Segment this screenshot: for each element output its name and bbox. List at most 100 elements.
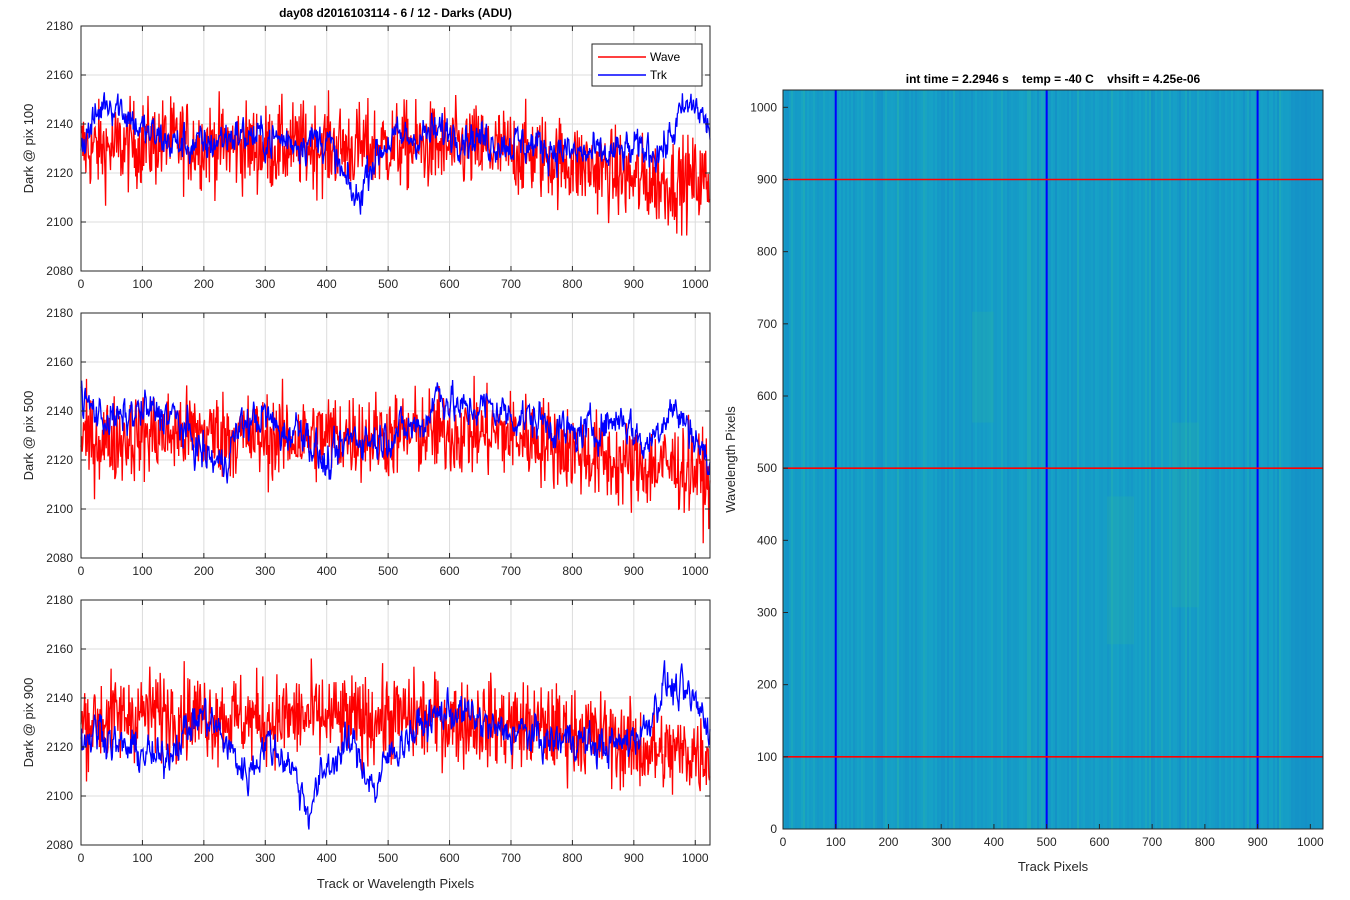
heatmap-column bbox=[1251, 90, 1253, 829]
heatmap-column bbox=[1043, 90, 1045, 829]
heatmap-column bbox=[1071, 90, 1073, 829]
heatmap-column bbox=[1081, 90, 1083, 829]
heatmap-column bbox=[1269, 90, 1271, 829]
heatmap-column bbox=[1097, 90, 1099, 829]
heatmap-column bbox=[791, 90, 793, 829]
heatmap-column bbox=[819, 90, 821, 829]
heatmap-column bbox=[821, 90, 823, 829]
heatmap-column bbox=[1009, 90, 1011, 829]
heatmap-column bbox=[981, 90, 983, 829]
heatmap-column bbox=[789, 90, 791, 829]
heatmap-column bbox=[1307, 90, 1309, 829]
heatmap-column bbox=[1117, 90, 1119, 829]
heatmap-column bbox=[1005, 90, 1007, 829]
heatmap-column bbox=[923, 90, 925, 829]
heatmap-column bbox=[1315, 90, 1317, 829]
y-tick-label: 700 bbox=[757, 317, 777, 331]
x-tick-label: 500 bbox=[378, 277, 398, 291]
heatmap-column bbox=[1079, 90, 1081, 829]
heatmap-column bbox=[1225, 90, 1227, 829]
heatmap-column bbox=[943, 90, 945, 829]
y-tick-label: 2080 bbox=[46, 838, 73, 852]
heatmap-column bbox=[831, 90, 833, 829]
heatmap-column bbox=[1137, 90, 1139, 829]
y-tick-label: 900 bbox=[757, 172, 777, 186]
heatmap-column bbox=[1221, 90, 1223, 829]
x-tick-label: 400 bbox=[984, 835, 1004, 849]
chart-title: day08 d2016103114 - 6 / 12 - Darks (ADU) bbox=[279, 6, 512, 20]
heatmap-column bbox=[1247, 90, 1249, 829]
heatmap-column bbox=[959, 90, 961, 829]
heatmap-column bbox=[1197, 90, 1199, 829]
heatmap-column bbox=[957, 90, 959, 829]
heatmap-column bbox=[1189, 90, 1191, 829]
heatmap-column bbox=[991, 90, 993, 829]
heatmap-column bbox=[861, 90, 863, 829]
heatmap-column bbox=[903, 90, 905, 829]
x-tick-label: 1000 bbox=[1297, 835, 1324, 849]
heatmap-column bbox=[1055, 90, 1057, 829]
heatmap-column bbox=[1003, 90, 1005, 829]
heatmap-column bbox=[799, 90, 801, 829]
heatmap-column bbox=[815, 90, 817, 829]
heatmap-column bbox=[817, 90, 819, 829]
x-tick-label: 600 bbox=[440, 564, 460, 578]
heatmap-column bbox=[1289, 90, 1291, 829]
heatmap-column bbox=[885, 90, 887, 829]
heatmap-column bbox=[855, 90, 857, 829]
heatmap-column bbox=[931, 90, 933, 829]
heatmap-column bbox=[1057, 90, 1059, 829]
heatmap-column bbox=[833, 90, 835, 829]
x-tick-label: 400 bbox=[317, 564, 337, 578]
heatmap-column bbox=[1093, 90, 1095, 829]
heatmap-column bbox=[845, 90, 847, 829]
heatmap-column bbox=[1033, 90, 1035, 829]
y-tick-label: 2180 bbox=[46, 593, 73, 607]
heatmap-column bbox=[1185, 90, 1187, 829]
heatmap-column bbox=[1113, 90, 1115, 829]
x-tick-label: 700 bbox=[501, 564, 521, 578]
x-tick-label: 900 bbox=[1248, 835, 1268, 849]
heatmap-column bbox=[1089, 90, 1091, 829]
heatmap-column bbox=[1235, 90, 1237, 829]
heatmap-column bbox=[887, 90, 889, 829]
heatmap-column bbox=[1091, 90, 1093, 829]
heatmap-column bbox=[1233, 90, 1235, 829]
line-plot-pix-100: 0 100 200 300 400 500 600 700 800 900 1000 2080 2100… bbox=[21, 6, 711, 291]
heatmap-column bbox=[1215, 90, 1217, 829]
heatmap-column bbox=[1075, 90, 1077, 829]
heatmap-column bbox=[935, 90, 937, 829]
x-tick-label: 1000 bbox=[682, 277, 709, 291]
heatmap-column bbox=[1095, 90, 1097, 829]
heatmap-column bbox=[967, 90, 969, 829]
heatmap-column bbox=[925, 90, 927, 829]
heatmap-column bbox=[1067, 90, 1069, 829]
heatmap-column bbox=[1207, 90, 1209, 829]
heatmap-column bbox=[1213, 90, 1215, 829]
heatmap-column bbox=[1047, 90, 1049, 829]
heatmap-column bbox=[787, 90, 789, 829]
heatmap-column bbox=[873, 90, 875, 829]
heatmap-column bbox=[1231, 90, 1233, 829]
heatmap-column bbox=[1273, 90, 1275, 829]
heatmap-column bbox=[877, 90, 879, 829]
heatmap-column bbox=[859, 90, 861, 829]
heatmap-column bbox=[973, 90, 975, 829]
heatmap-column bbox=[949, 90, 951, 829]
heatmap-column bbox=[1173, 90, 1175, 829]
heatmap-column bbox=[955, 90, 957, 829]
heatmap-column bbox=[879, 90, 881, 829]
heatmap-column bbox=[969, 90, 971, 829]
axes-box bbox=[80, 599, 711, 846]
heatmap-column bbox=[1051, 90, 1053, 829]
heatmap-column bbox=[1241, 90, 1243, 829]
heatmap-column bbox=[867, 90, 869, 829]
heatmap-column bbox=[1243, 90, 1245, 829]
heatmap-column bbox=[1165, 90, 1167, 829]
heatmap-column bbox=[803, 90, 805, 829]
heatmap-column bbox=[851, 90, 853, 829]
heatmap-column bbox=[939, 90, 941, 829]
heatmap-column bbox=[1155, 90, 1157, 829]
heatmap-column bbox=[1061, 90, 1063, 829]
heatmap-column bbox=[1085, 90, 1087, 829]
